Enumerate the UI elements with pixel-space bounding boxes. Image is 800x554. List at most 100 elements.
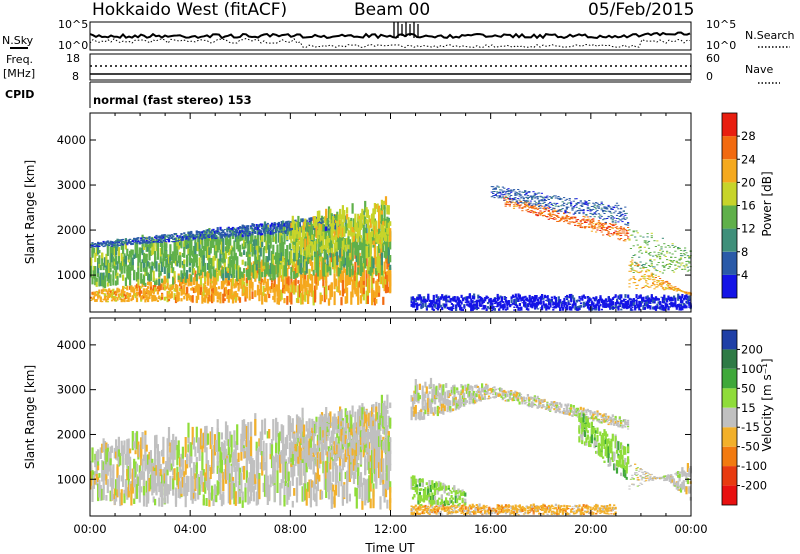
heatmap-cell xyxy=(510,190,513,192)
heatmap-cell xyxy=(589,304,592,308)
heatmap-cell xyxy=(106,244,109,256)
heatmap-cell xyxy=(500,298,503,303)
heatmap-cell xyxy=(247,269,250,281)
heatmap-cell xyxy=(499,304,502,309)
heatmap-cell xyxy=(563,212,566,214)
heatmap-cell xyxy=(220,231,223,234)
heatmap-cell xyxy=(323,224,326,240)
heatmap-cell xyxy=(152,241,155,243)
heatmap-cell xyxy=(348,272,351,285)
heatmap-cell xyxy=(592,221,595,222)
heatmap-cell xyxy=(550,204,553,206)
heatmap-cell xyxy=(275,227,278,229)
heatmap-cell xyxy=(582,218,585,220)
heatmap-cell xyxy=(525,201,528,203)
heatmap-cell xyxy=(148,262,151,269)
heatmap-cell xyxy=(177,275,180,280)
heatmap-cell xyxy=(519,194,523,196)
heatmap-cell xyxy=(361,280,364,297)
heatmap-cell xyxy=(365,233,368,239)
heatmap-cell xyxy=(183,264,186,277)
heatmap-cell xyxy=(300,218,303,223)
noise-search-trace xyxy=(89,37,691,49)
heatmap-cell xyxy=(106,295,109,297)
heatmap-cell xyxy=(117,239,120,241)
heatmap-cell xyxy=(498,296,501,300)
heatmap-cell xyxy=(137,293,140,295)
heatmap-cell xyxy=(592,302,595,305)
heatmap-cell xyxy=(314,288,317,303)
heatmap-cell xyxy=(667,245,670,246)
heatmap-cell xyxy=(531,198,534,200)
heatmap-cell xyxy=(585,214,588,216)
heatmap-cell xyxy=(315,246,318,256)
heatmap-cell xyxy=(583,203,587,205)
heatmap-cell xyxy=(273,255,276,260)
heatmap-cell xyxy=(98,292,101,294)
heatmap-cell xyxy=(443,295,447,300)
heatmap-cell xyxy=(208,295,211,302)
heatmap-cell xyxy=(287,259,290,266)
heatmap-cell xyxy=(592,304,595,308)
heatmap-cell xyxy=(294,230,297,239)
heatmap-cell xyxy=(423,298,426,303)
heatmap-cell xyxy=(529,195,532,197)
heatmap-cell xyxy=(554,195,557,197)
heatmap-cell xyxy=(366,266,369,274)
heatmap-cell xyxy=(607,299,610,301)
heatmap-cell xyxy=(326,235,329,243)
heatmap-cell xyxy=(578,296,581,299)
heatmap-cell xyxy=(344,238,347,248)
heatmap-cell xyxy=(538,212,541,214)
heatmap-cell xyxy=(273,265,276,280)
heatmap-cell xyxy=(149,290,152,296)
heatmap-cell xyxy=(672,271,676,273)
heatmap-cell xyxy=(442,303,445,307)
heatmap-cell xyxy=(646,236,649,238)
heatmap-cell xyxy=(375,230,378,243)
heatmap-cell xyxy=(668,286,671,288)
heatmap-cell xyxy=(181,279,184,284)
heatmap-cell xyxy=(268,286,271,291)
heatmap-cell xyxy=(120,296,123,298)
heatmap-cell xyxy=(319,218,322,221)
heatmap-cell xyxy=(511,201,514,203)
heatmap-cell xyxy=(634,265,637,267)
heatmap-cell xyxy=(553,214,556,216)
heatmap-cell xyxy=(295,264,299,271)
heatmap-cell xyxy=(543,294,546,299)
heatmap-cell xyxy=(501,186,504,188)
heatmap-cell xyxy=(386,247,389,256)
heatmap-cell xyxy=(581,295,584,300)
heatmap-cell xyxy=(172,241,175,243)
heatmap-cell xyxy=(223,263,226,270)
heatmap-cell xyxy=(91,298,94,301)
heatmap-cell xyxy=(124,238,127,240)
heatmap-cell xyxy=(568,306,571,309)
heatmap-cell xyxy=(355,242,358,256)
heatmap-cell xyxy=(323,262,326,277)
heatmap-cell xyxy=(213,232,216,235)
heatmap-cell xyxy=(607,206,610,207)
heatmap-cell xyxy=(610,208,613,210)
heatmap-cell xyxy=(431,305,434,311)
heatmap-cell xyxy=(550,209,553,211)
heatmap-cell xyxy=(672,289,676,291)
heatmap-cell xyxy=(243,273,246,281)
heatmap-cell xyxy=(538,192,541,194)
heatmap-cell xyxy=(420,304,423,308)
heatmap-cell xyxy=(304,233,307,241)
heatmap-cell xyxy=(309,245,312,253)
heatmap-cell xyxy=(533,194,536,196)
heatmap-cell xyxy=(177,240,180,241)
heatmap-cell xyxy=(122,241,125,243)
heatmap-cell xyxy=(323,252,326,260)
heatmap-cell xyxy=(141,240,144,242)
heatmap-cell xyxy=(140,237,143,240)
heatmap-cell xyxy=(575,306,578,310)
heatmap-cell xyxy=(145,237,148,239)
heatmap-cell xyxy=(241,235,244,241)
heatmap-cell xyxy=(290,257,293,261)
heatmap-cell xyxy=(240,226,243,229)
heatmap-cell xyxy=(488,298,491,302)
